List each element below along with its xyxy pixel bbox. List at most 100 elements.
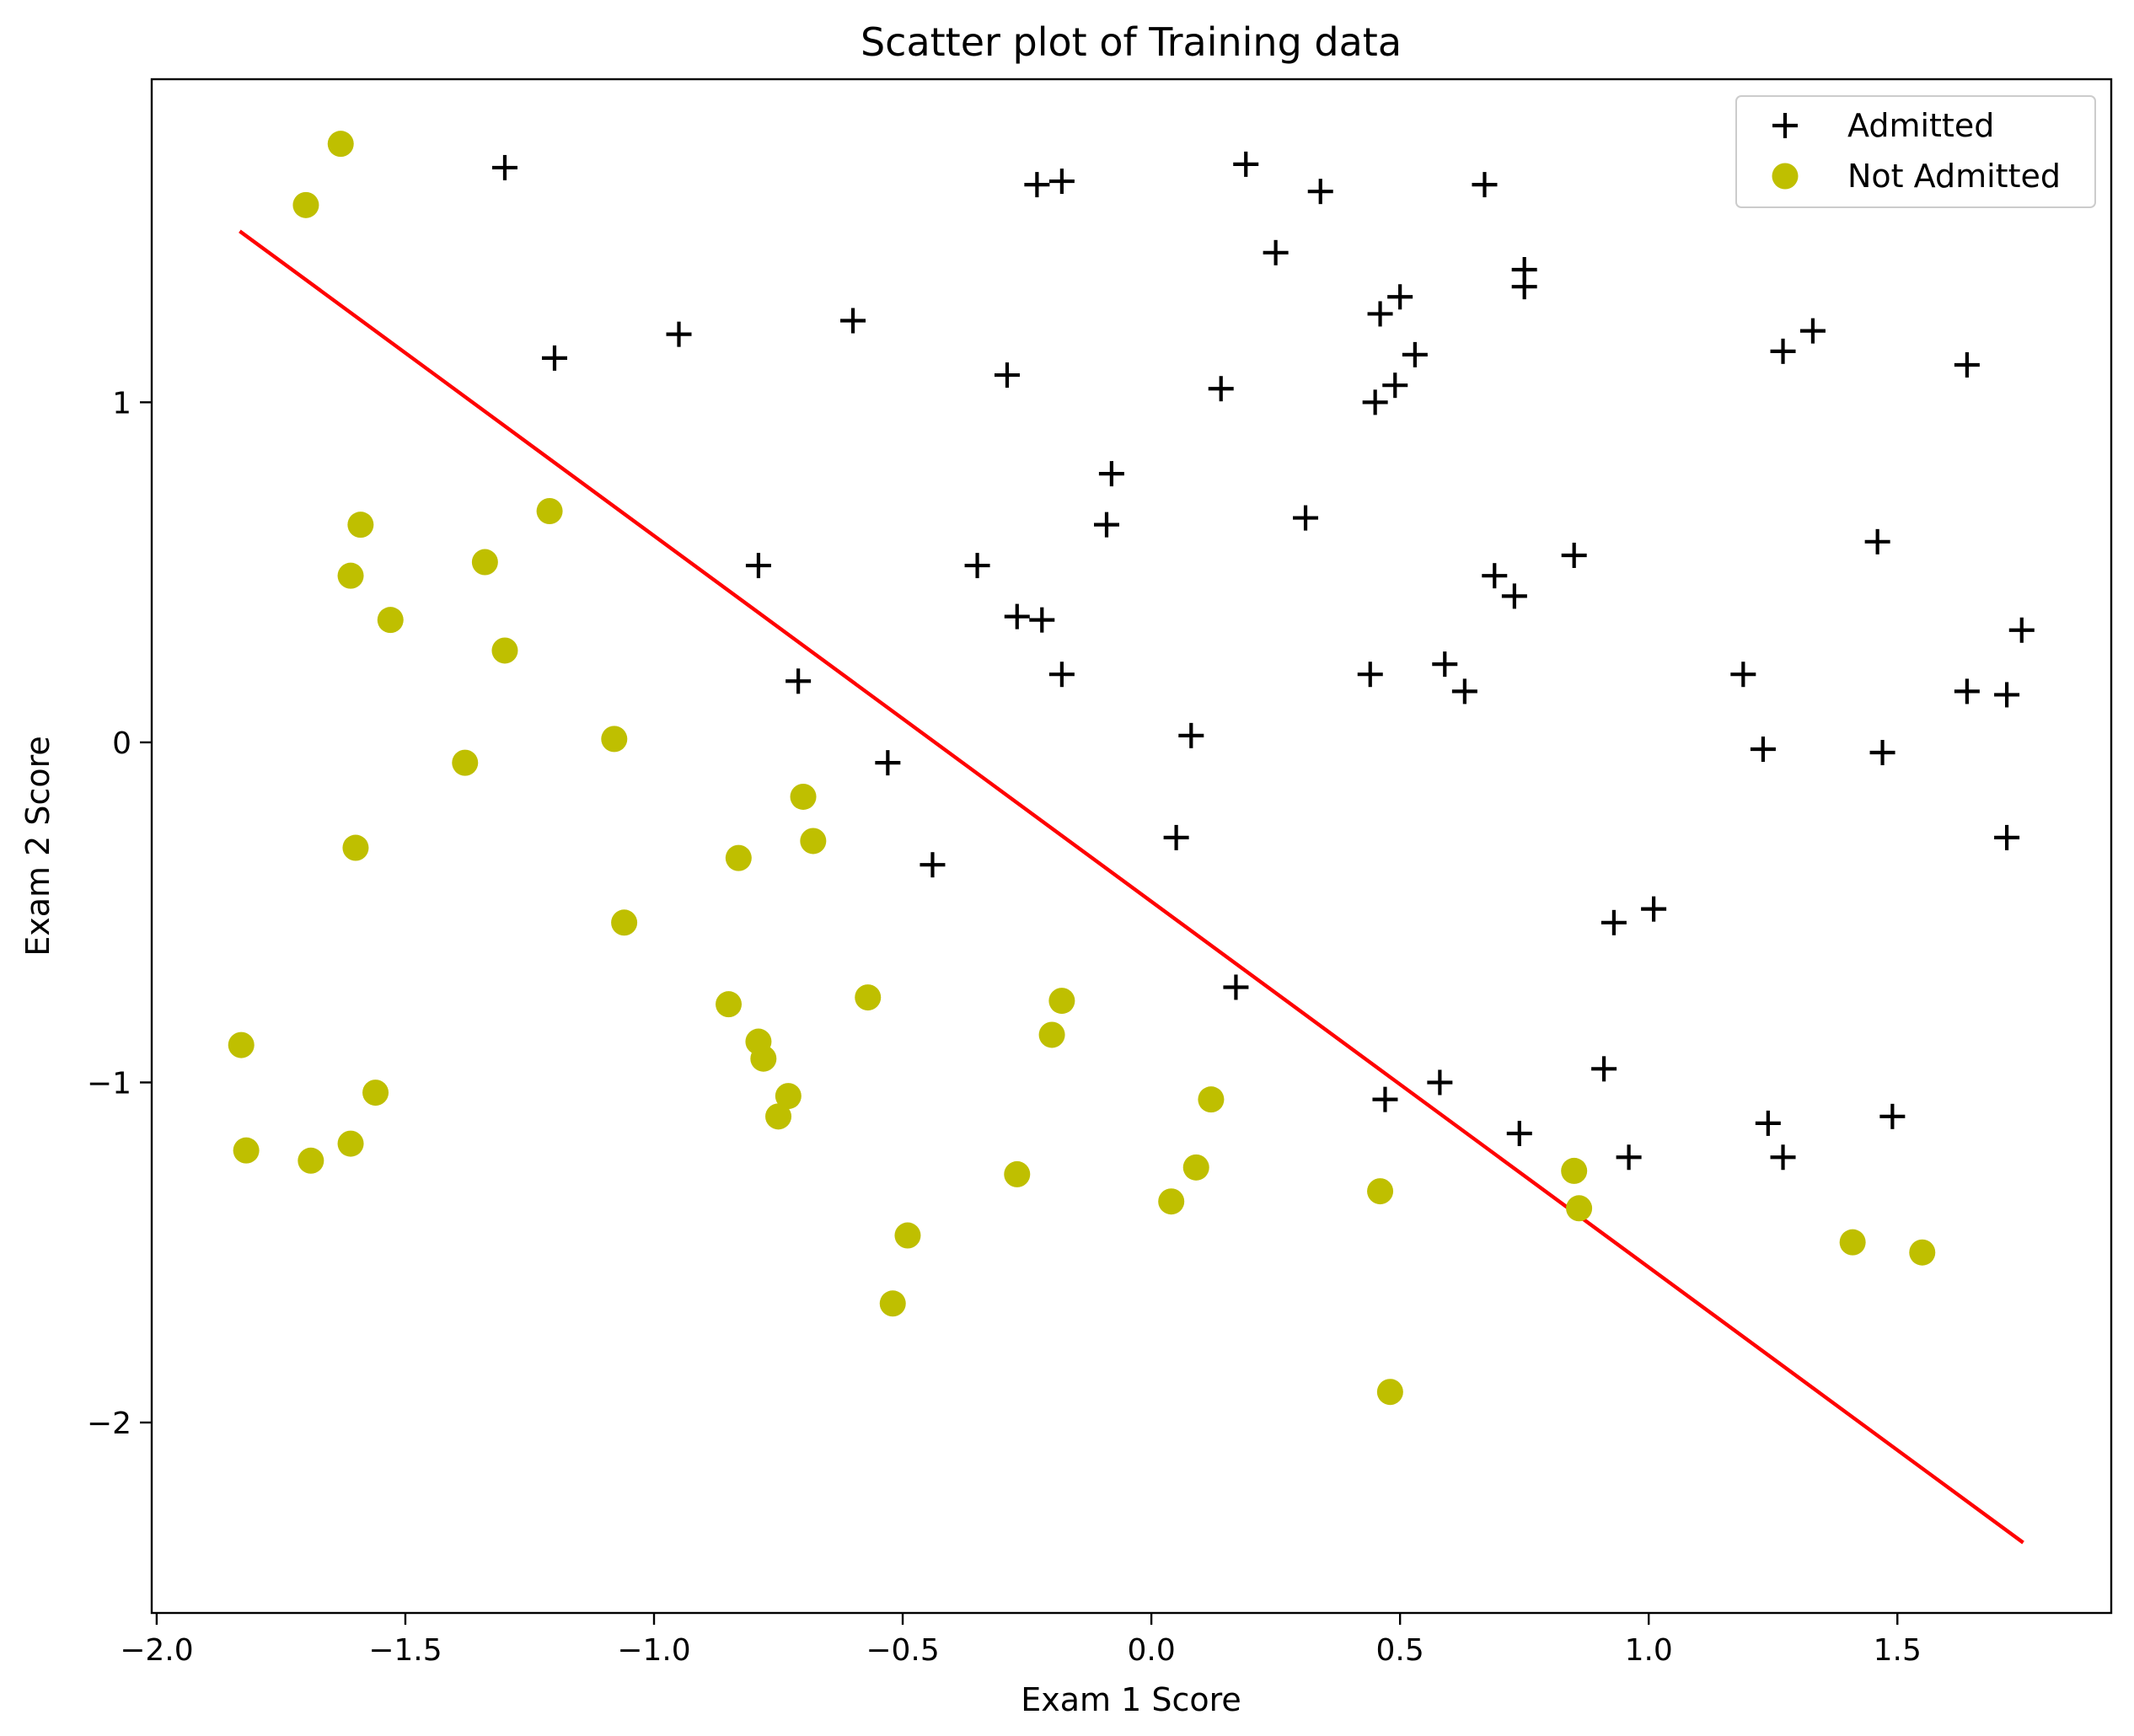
y-tick-label: −2 — [87, 1406, 131, 1441]
admitted-point — [1482, 563, 1508, 589]
not-admitted-point — [337, 562, 364, 589]
admitted-point — [1024, 172, 1050, 198]
not-admitted-point — [1839, 1229, 1866, 1256]
legend: Admitted Not Admitted — [1735, 95, 2096, 208]
not-admitted-point — [452, 749, 479, 776]
not-admitted-point — [536, 498, 563, 525]
admitted-point — [541, 345, 567, 371]
admitted-point — [1770, 338, 1796, 364]
admitted-point — [1641, 896, 1667, 922]
admitted-point — [1730, 662, 1756, 688]
admitted-point — [1600, 909, 1627, 935]
admitted-point — [840, 308, 866, 334]
decision-boundary-layer — [239, 229, 2024, 1545]
admitted-point — [1048, 662, 1075, 688]
admitted-point — [1293, 505, 1319, 531]
data-points-layer — [228, 131, 2035, 1406]
not-admitted-point — [879, 1290, 906, 1317]
not-admitted-point — [1038, 1021, 1065, 1048]
admitted-point — [1451, 678, 1477, 705]
not-admitted-point — [377, 607, 404, 634]
admitted-point — [1427, 1069, 1453, 1096]
not-admitted-point — [1561, 1157, 1588, 1184]
not-admitted-point — [1376, 1379, 1403, 1406]
x-tick-label: 1.5 — [1874, 1633, 1922, 1668]
admitted-point — [1750, 736, 1776, 762]
admitted-point — [920, 852, 946, 878]
admitted-point — [1954, 678, 1980, 705]
series-admitted — [491, 151, 2035, 1171]
admitted-point — [1387, 284, 1413, 310]
y-tick-label: 1 — [112, 386, 131, 421]
admitted-point — [1263, 239, 1289, 265]
x-tick-label: 0.0 — [1127, 1633, 1175, 1668]
x-tick-label: −1.0 — [617, 1633, 690, 1668]
legend-marker-admitted — [1772, 113, 1798, 138]
not-admitted-point — [327, 131, 354, 158]
chart-title: Scatter plot of Training data — [861, 19, 1402, 65]
admitted-point — [2008, 617, 2035, 643]
admitted-point — [1591, 1056, 1617, 1082]
not-admitted-point — [1566, 1195, 1593, 1222]
admitted-point — [1367, 301, 1393, 327]
not-admitted-point — [337, 1130, 364, 1157]
admitted-point — [1501, 583, 1527, 609]
y-tick-label: −1 — [87, 1066, 131, 1101]
admitted-point — [1372, 1086, 1398, 1112]
legend-circle-marker — [1772, 163, 1799, 190]
not-admitted-point — [750, 1045, 777, 1072]
y-tick-label: 0 — [112, 726, 131, 761]
not-admitted-point — [471, 549, 498, 576]
y-axis-ticks: −2 −1 0 1 — [87, 386, 152, 1441]
admitted-point — [491, 154, 517, 180]
not-admitted-point — [725, 844, 752, 871]
admitted-point — [1755, 1110, 1781, 1136]
not-admitted-point — [491, 637, 518, 664]
not-admitted-point — [362, 1080, 389, 1106]
x-tick-label: −1.5 — [368, 1633, 442, 1668]
admitted-point — [666, 321, 692, 347]
x-tick-label: 1.0 — [1625, 1633, 1673, 1668]
not-admitted-point — [611, 909, 638, 936]
admitted-point — [1048, 169, 1075, 195]
not-admitted-point — [342, 834, 369, 861]
x-tick-label: −2.0 — [120, 1633, 193, 1668]
admitted-point — [1869, 740, 1895, 766]
admitted-point — [1994, 682, 2020, 708]
x-tick-label: −0.5 — [866, 1633, 939, 1668]
admitted-point — [875, 750, 901, 776]
not-admitted-point — [800, 828, 827, 855]
admitted-point — [1233, 151, 1259, 177]
admitted-point — [1864, 528, 1890, 555]
legend-plus-marker — [1772, 113, 1798, 138]
not-admitted-point — [775, 1083, 802, 1110]
admitted-point — [1382, 372, 1408, 399]
decision-boundary-line — [239, 229, 2024, 1545]
not-admitted-point — [1367, 1178, 1394, 1205]
x-tick-label: 0.5 — [1376, 1633, 1424, 1668]
not-admitted-point — [855, 984, 882, 1011]
admitted-point — [1994, 824, 2020, 850]
admitted-point — [1432, 651, 1458, 678]
admitted-point — [1208, 376, 1234, 402]
admitted-point — [1163, 824, 1189, 850]
admitted-point — [1799, 318, 1826, 344]
not-admitted-point — [1048, 988, 1075, 1015]
admitted-point — [1506, 1120, 1532, 1146]
not-admitted-point — [347, 512, 374, 538]
not-admitted-point — [716, 991, 743, 1018]
admitted-point — [745, 553, 771, 579]
admitted-point — [1223, 974, 1249, 1000]
not-admitted-point — [765, 1103, 792, 1130]
admitted-point — [1004, 603, 1030, 630]
not-admitted-point — [228, 1031, 255, 1058]
legend-label-admitted: Admitted — [1847, 107, 1994, 144]
not-admitted-point — [790, 783, 817, 810]
not-admitted-point — [601, 726, 628, 753]
plot-area — [152, 79, 2111, 1613]
admitted-point — [786, 668, 812, 694]
not-admitted-point — [1909, 1239, 1936, 1266]
x-axis-label: Exam 1 Score — [1021, 1681, 1241, 1718]
legend-marker-not-admitted — [1772, 163, 1799, 190]
